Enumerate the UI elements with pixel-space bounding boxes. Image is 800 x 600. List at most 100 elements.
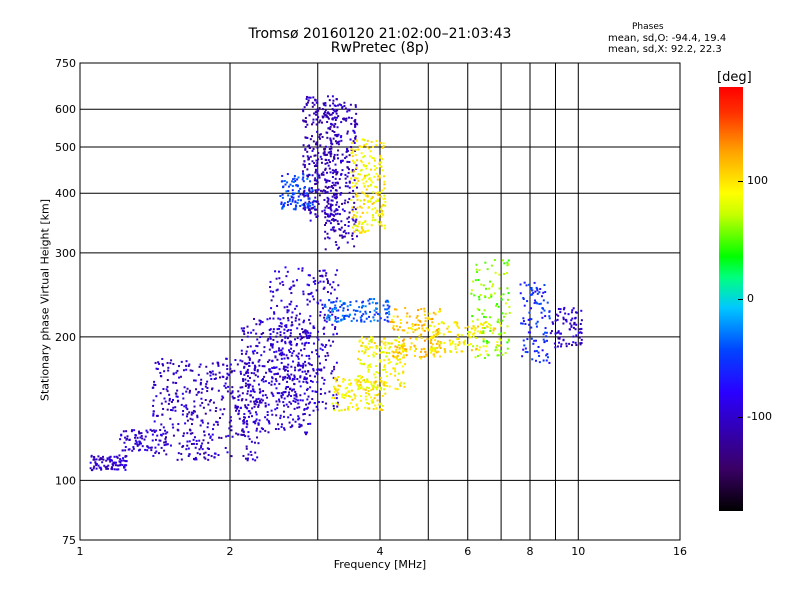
data-point	[350, 389, 353, 392]
data-point	[374, 394, 377, 397]
data-point	[211, 438, 214, 441]
data-point	[414, 323, 417, 326]
data-point	[98, 466, 101, 469]
data-point	[250, 372, 253, 375]
data-point	[374, 185, 377, 188]
data-point	[539, 288, 542, 291]
data-point	[455, 351, 458, 354]
data-point	[292, 399, 295, 402]
data-point	[283, 332, 286, 335]
data-point	[388, 305, 391, 308]
data-point	[355, 164, 358, 167]
data-point	[521, 355, 524, 358]
data-point	[218, 376, 221, 379]
data-point	[305, 192, 308, 195]
data-point	[396, 388, 399, 391]
colorbar-tick-label: 100	[747, 174, 768, 188]
data-point	[333, 156, 336, 159]
data-point	[181, 445, 184, 448]
data-point	[434, 313, 437, 316]
data-point	[363, 320, 366, 323]
data-point	[248, 438, 251, 441]
data-point	[349, 138, 352, 141]
data-point	[340, 121, 343, 124]
data-point	[317, 151, 320, 154]
data-point	[309, 315, 312, 318]
data-point	[139, 442, 142, 445]
data-point	[553, 342, 556, 345]
data-point	[305, 334, 308, 337]
data-point	[120, 459, 123, 462]
data-point	[485, 321, 488, 324]
data-point	[286, 309, 289, 312]
data-point	[564, 312, 567, 315]
data-point	[283, 391, 286, 394]
data-point	[233, 397, 236, 400]
data-point	[297, 267, 300, 270]
data-point	[344, 107, 347, 110]
data-point	[237, 398, 240, 401]
data-point	[152, 414, 155, 417]
data-point	[315, 108, 318, 111]
data-point	[268, 359, 271, 362]
data-point	[325, 205, 328, 208]
data-point	[347, 406, 350, 409]
data-point	[326, 351, 329, 354]
data-point	[371, 208, 374, 211]
data-point	[359, 215, 362, 218]
data-point	[195, 439, 198, 442]
data-point	[287, 363, 290, 366]
data-point	[307, 395, 310, 398]
data-point	[326, 278, 329, 281]
data-point	[220, 436, 223, 439]
data-point	[302, 110, 305, 113]
data-point	[429, 341, 432, 344]
data-point	[380, 205, 383, 208]
data-point	[336, 389, 339, 392]
data-point	[141, 445, 144, 448]
data-point	[236, 407, 239, 410]
data-point	[328, 167, 331, 170]
data-point	[282, 185, 285, 188]
data-point	[363, 202, 366, 205]
data-point	[489, 329, 492, 332]
data-point	[524, 350, 527, 353]
y-axis-label: Stationary phase Virtual Height [km]	[38, 198, 52, 402]
data-point	[269, 286, 272, 289]
data-point	[260, 333, 263, 336]
data-point	[404, 363, 407, 366]
data-point	[354, 394, 357, 397]
data-point	[276, 288, 279, 291]
data-point	[355, 218, 358, 221]
data-point	[348, 180, 351, 183]
data-point	[340, 319, 343, 322]
data-point	[111, 463, 114, 466]
data-point	[113, 468, 116, 471]
data-point	[360, 169, 363, 172]
data-point	[290, 286, 293, 289]
data-point	[297, 415, 300, 418]
data-point	[124, 449, 127, 452]
data-point	[580, 338, 583, 341]
data-point	[247, 410, 250, 413]
data-point	[94, 462, 97, 465]
data-point	[381, 146, 384, 149]
data-point	[282, 203, 285, 206]
data-point	[354, 215, 357, 218]
data-point	[360, 159, 363, 162]
data-point	[123, 466, 126, 469]
data-point	[279, 195, 282, 198]
data-point	[384, 344, 387, 347]
data-point	[498, 322, 501, 325]
data-point	[344, 157, 347, 160]
data-point	[366, 139, 369, 142]
data-point	[299, 399, 302, 402]
data-point	[370, 197, 373, 200]
data-point	[379, 208, 382, 211]
data-point	[113, 455, 116, 458]
data-point	[205, 383, 208, 386]
data-point	[328, 220, 331, 223]
data-point	[479, 353, 482, 356]
data-point	[329, 311, 332, 314]
